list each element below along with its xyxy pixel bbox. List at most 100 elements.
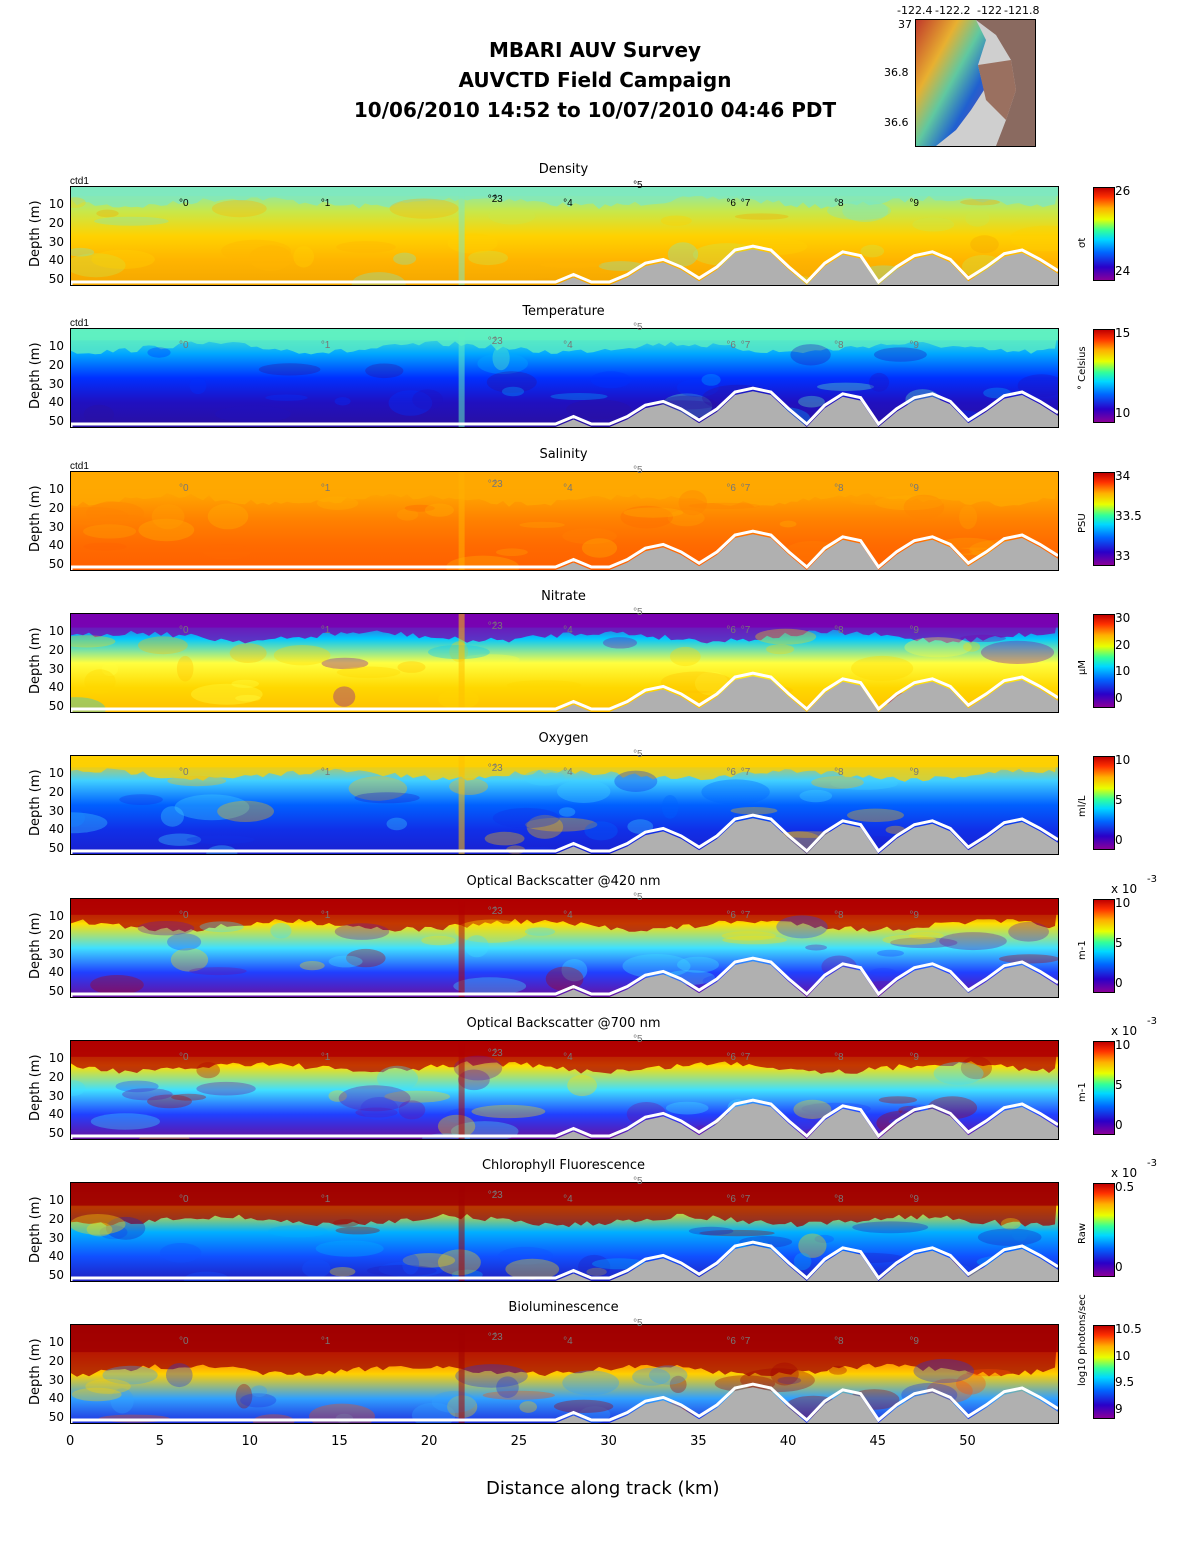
heatmap-patch (851, 655, 914, 681)
waypoint-marker: °9 (909, 625, 919, 636)
heatmap-patch (562, 528, 617, 545)
colorbar-tick: 10 (1115, 664, 1131, 679)
heatmap-patch (235, 694, 261, 702)
waypoint-marker: °8 (834, 767, 844, 778)
colorbar-tick: 30 (1115, 611, 1131, 625)
heatmap-patch (1009, 225, 1058, 252)
thermocline-band (71, 1183, 1058, 1228)
waypoint-marker: °5 (633, 1176, 643, 1187)
heatmap-patch (882, 934, 937, 945)
waypoint-marker: °8 (834, 625, 844, 636)
heatmap-patch (402, 1253, 420, 1275)
waypoint-marker: °1 (320, 767, 331, 778)
waypoint-marker: °5 (633, 322, 643, 333)
heatmap-patch (336, 666, 401, 679)
heatmap-patch (567, 1074, 597, 1097)
waypoint-marker: °4 (563, 767, 573, 778)
heatmap-patch (913, 1358, 975, 1384)
heatmap-patch (586, 1267, 607, 1276)
heatmap-patch (293, 246, 314, 268)
heatmap-patch (566, 399, 631, 420)
x-tick-label: 35 (690, 1434, 707, 1449)
heatmap-patch (437, 1114, 476, 1138)
heatmap-patch (189, 967, 247, 976)
map-terrain (916, 20, 1035, 146)
heatmap-patch (388, 390, 433, 416)
waypoint-marker: °7 (740, 1052, 751, 1063)
heatmap-patch (766, 644, 795, 655)
heatmap-patch (334, 923, 390, 940)
heatmap-patch (584, 821, 618, 841)
waypoint-marker: °6 (726, 483, 736, 494)
waypoint-marker: °3 (493, 1332, 503, 1343)
waypoint-marker: °8 (834, 340, 844, 351)
heatmap-patch (1011, 1224, 1028, 1242)
heatmap-patch (333, 686, 356, 707)
waypoint-marker: °0 (179, 1336, 189, 1347)
panel-y-tick: 20 (48, 500, 64, 515)
panel-colorbar (1093, 614, 1115, 708)
waypoint-marker: °4 (563, 1194, 573, 1205)
heatmap-patch (251, 1385, 268, 1397)
heatmap-patch (983, 387, 1011, 399)
heatmap-patch (229, 643, 267, 663)
waypoint-marker: °2 (487, 479, 498, 490)
heatmap-patch (933, 1061, 984, 1085)
waypoint-marker: °6 (726, 1052, 736, 1063)
waypoint-marker: °1 (320, 483, 331, 494)
panel-y-tick: 40 (48, 965, 64, 980)
heatmap-patch (661, 795, 679, 819)
heatmap-patch (315, 1240, 384, 1257)
waypoint-marker: °5 (633, 607, 643, 618)
heatmap-patch (847, 808, 904, 822)
panel-plot-area (70, 186, 1059, 286)
waypoint-marker: °7 (740, 1194, 751, 1205)
heatmap-patch (501, 386, 525, 397)
panel-plot-area (70, 1040, 1059, 1140)
waypoint-marker: °0 (179, 483, 189, 494)
heatmap-patch (669, 646, 701, 667)
panel-colorbar (1093, 329, 1115, 423)
heatmap-patch (874, 495, 944, 511)
waypoint-marker: °0 (179, 910, 189, 921)
heatmap-patch (912, 217, 955, 232)
heatmap-patch (71, 253, 126, 278)
heatmap-patch (455, 1364, 528, 1388)
map-lon-tick: -121.8 (1004, 4, 1040, 17)
waypoint-marker: °1 (320, 340, 331, 351)
heatmap-patch (602, 637, 638, 649)
panel-plot-area (70, 755, 1059, 855)
heatmap-patch (90, 975, 144, 995)
map-lat-tick: 36.8 (884, 66, 909, 79)
heatmap-patch (622, 954, 691, 979)
heatmap-patch (561, 959, 588, 982)
panel-y-tick: 50 (48, 557, 64, 572)
heatmap-patch (71, 197, 86, 208)
panel-title: Bioluminescence (508, 1300, 619, 1315)
heatmap-patch (235, 1383, 253, 1409)
heatmap-patch (83, 524, 137, 539)
waypoint-marker: °2 (487, 1190, 498, 1201)
heatmap-patch (699, 1229, 775, 1237)
panel-heatmap (71, 756, 1058, 854)
heatmap-patch (166, 1363, 193, 1388)
panel-plot-area (70, 613, 1059, 713)
map-lon-tick: -122.2 (935, 4, 971, 17)
heatmap-patch (137, 921, 195, 936)
waypoint-marker: °0 (179, 1194, 189, 1205)
colorbar-tick: 33.5 (1115, 509, 1142, 523)
heatmap-patch (71, 1214, 126, 1235)
colorbar-tick: 24 (1115, 264, 1131, 278)
panel-y-tick: 20 (48, 1211, 64, 1226)
heatmap-patch (215, 405, 291, 423)
heatmap-patch (701, 779, 770, 805)
waypoint-marker: °6 (726, 198, 736, 209)
waypoint-marker: °3 (493, 1048, 503, 1059)
heatmap-patch (827, 201, 892, 221)
heatmap-patch (365, 363, 404, 379)
colorbar-tick: 34 (1115, 469, 1131, 483)
heatmap-patch (721, 931, 776, 941)
x-tick-label: 25 (510, 1434, 528, 1449)
heatmap-patch (335, 1226, 380, 1235)
anomaly-column (458, 329, 465, 427)
